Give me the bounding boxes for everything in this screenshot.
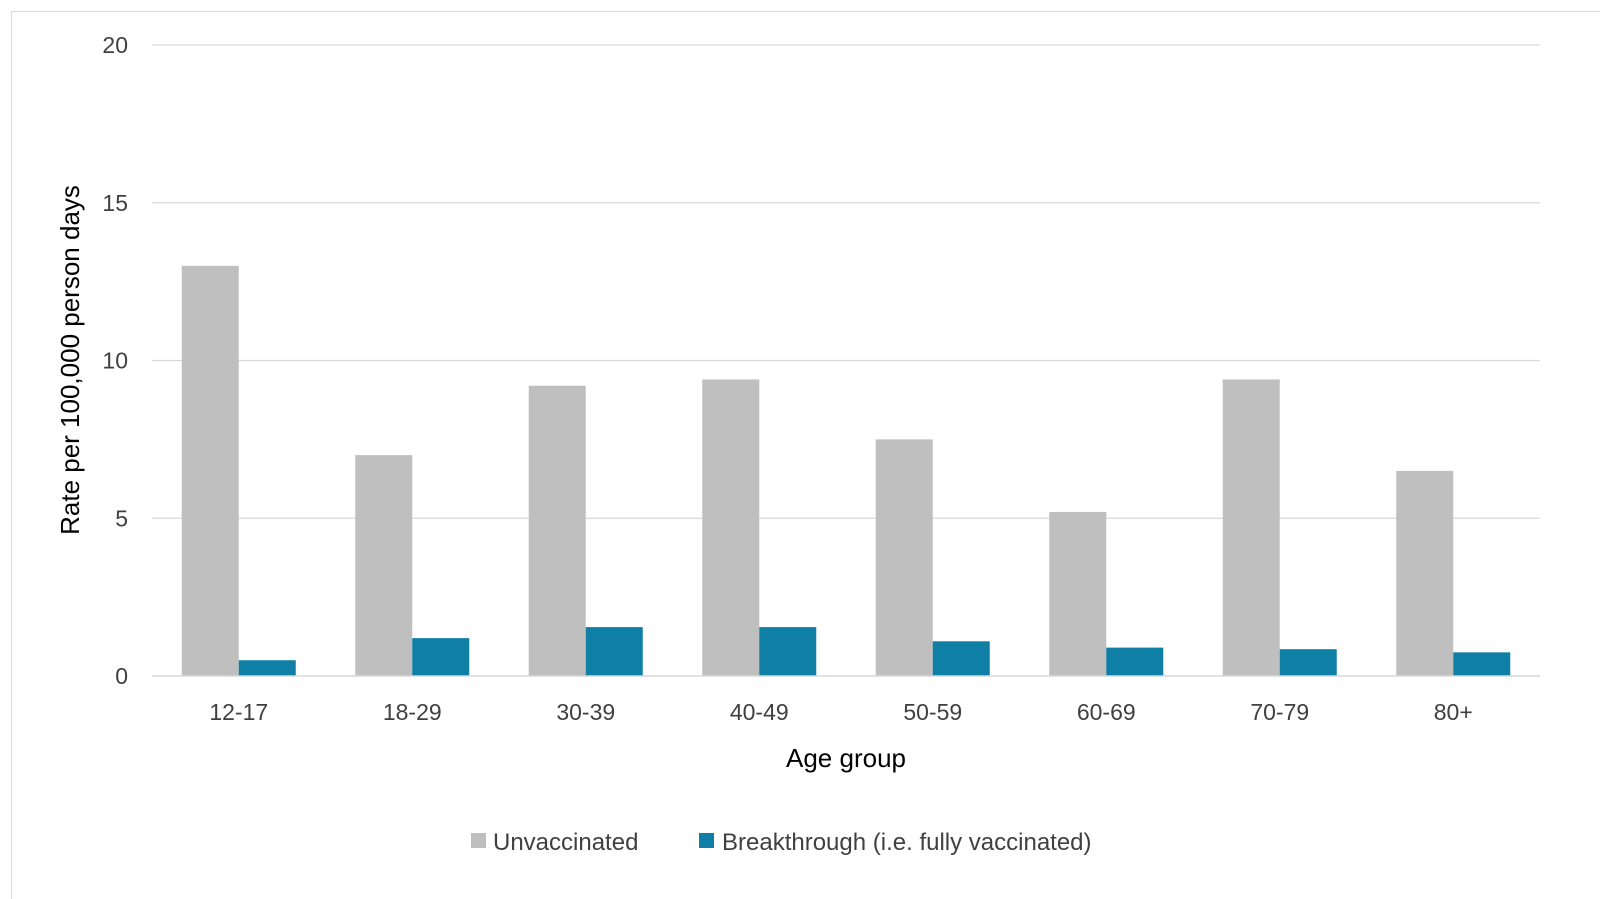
bar-unvaccinated-70-79 [1222,379,1280,676]
y-tick-label: 15 [102,190,128,216]
x-tick-label: 40-49 [730,699,789,725]
bar-unvaccinated-40-49 [702,379,760,676]
x-tick-label: 50-59 [903,699,962,725]
bar-unvaccinated-50-59 [875,439,933,676]
y-axis-ticks: 0 5 10 15 20 [102,32,128,689]
bar-unvaccinated-12-17 [181,265,239,676]
x-tick-label: 70-79 [1250,699,1309,725]
bar-breakthrough-80+ [1453,652,1511,676]
bar-breakthrough-60-69 [1106,647,1164,676]
legend-label: Breakthrough (i.e. fully vaccinated) [722,829,1092,856]
chart-frame [11,11,1600,899]
x-tick-label: 12-17 [209,699,268,725]
bar-unvaccinated-60-69 [1049,511,1107,676]
bar-breakthrough-12-17 [238,660,296,676]
bar-breakthrough-50-59 [932,641,990,676]
legend: Unvaccinated Breakthrough (i.e. fully vac… [471,829,1092,856]
y-tick-label: 20 [102,32,128,58]
bar-breakthrough-70-79 [1279,649,1337,676]
x-axis-ticks: 12-17 18-29 30-39 40-49 50-59 60-69 70-79 80+ [209,699,1472,725]
y-axis-title: Rate per 100,000 person days [55,185,85,535]
x-tick-label: 18-29 [383,699,442,725]
gridlines [152,44,1540,519]
bar-breakthrough-30-39 [585,627,643,676]
x-tick-label: 60-69 [1077,699,1136,725]
bars [181,265,1511,676]
bar-breakthrough-18-29 [412,638,470,676]
bar-unvaccinated-30-39 [528,385,586,676]
legend-label: Unvaccinated [493,829,638,856]
legend-swatch [471,833,486,848]
x-axis-title: Age group [786,743,906,773]
bar-breakthrough-40-49 [759,627,817,676]
y-tick-label: 10 [102,348,128,374]
x-tick-label: 30-39 [556,699,615,725]
legend-swatch [699,833,714,848]
bar-unvaccinated-18-29 [355,455,413,676]
x-tick-label: 80+ [1434,699,1473,725]
bar-unvaccinated-80+ [1396,470,1454,676]
y-tick-label: 0 [115,663,128,689]
y-tick-label: 5 [115,505,128,531]
